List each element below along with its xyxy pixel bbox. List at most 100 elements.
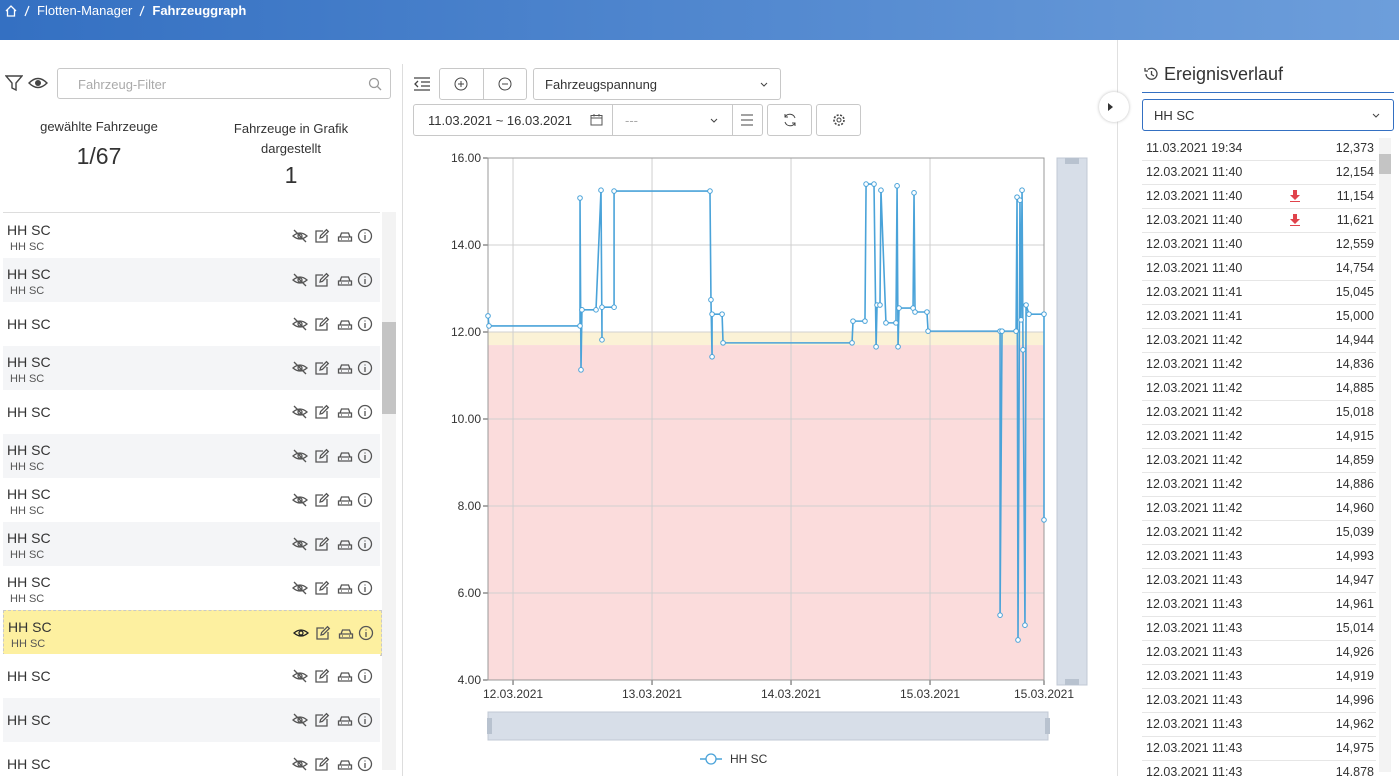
row-icon[interactable]	[357, 448, 373, 464]
vehicle-row[interactable]: HH SC HH SC	[3, 610, 382, 656]
row-icon[interactable]	[292, 272, 308, 288]
row-icon[interactable]	[292, 492, 308, 508]
row-icon[interactable]	[357, 580, 373, 596]
row-icon[interactable]	[292, 316, 308, 332]
row-icon[interactable]	[314, 668, 330, 684]
y-tick-label: 14.00	[451, 238, 481, 252]
vehicle-select[interactable]: HH SC	[1142, 99, 1394, 131]
row-icon[interactable]	[337, 580, 353, 596]
calendar-icon[interactable]	[590, 113, 603, 126]
row-icon[interactable]	[314, 316, 330, 332]
measure-select[interactable]: Fahrzeugspannung	[533, 68, 781, 100]
zoom-out[interactable]	[498, 77, 512, 91]
vehicle-row[interactable]: HH SC HH SC	[3, 434, 380, 479]
row-icon[interactable]	[315, 625, 331, 641]
vehicle-row[interactable]: HH SC HH SC	[3, 522, 380, 567]
row-icon[interactable]	[292, 360, 308, 376]
data-point	[1019, 187, 1025, 193]
row-icon[interactable]	[357, 536, 373, 552]
row-icon[interactable]	[292, 228, 308, 244]
row-icon[interactable]	[337, 668, 353, 684]
row-icon[interactable]	[337, 316, 353, 332]
event-time: 12.03.2021 11:42	[1146, 453, 1243, 467]
panel-toggle[interactable]	[1099, 92, 1129, 122]
row-icon[interactable]	[292, 712, 308, 728]
row-icon[interactable]	[292, 580, 308, 596]
row-icon[interactable]	[292, 448, 308, 464]
data-point	[1022, 622, 1028, 628]
row-icon[interactable]	[357, 316, 373, 332]
eye-icon[interactable]	[28, 74, 48, 92]
row-icon[interactable]	[358, 625, 374, 641]
filter-icon[interactable]	[5, 74, 23, 92]
collapse-icon[interactable]	[413, 76, 431, 92]
event-time: 12.03.2021 11:43	[1146, 597, 1243, 611]
data-point	[924, 309, 930, 315]
row-icon[interactable]	[292, 404, 308, 420]
row-icon[interactable]	[337, 536, 353, 552]
row-icon[interactable]	[292, 668, 308, 684]
row-icon[interactable]	[314, 272, 330, 288]
row-icon[interactable]	[314, 712, 330, 728]
row-icon[interactable]	[337, 712, 353, 728]
row-icon[interactable]	[337, 228, 353, 244]
vehicle-row[interactable]: HH SC HH SC	[3, 478, 380, 523]
row-icon[interactable]	[337, 360, 353, 376]
legend-label[interactable]: HH SC	[730, 752, 768, 766]
date-range[interactable]: 11.03.2021 ~ 16.03.2021	[428, 113, 572, 128]
home-icon[interactable]	[4, 4, 18, 18]
scrollbar[interactable]	[1379, 138, 1391, 772]
data-point	[1017, 197, 1023, 203]
row-icon[interactable]	[314, 228, 330, 244]
search-icon[interactable]	[368, 77, 382, 91]
row-icon[interactable]	[337, 492, 353, 508]
refresh-button[interactable]	[767, 104, 812, 136]
row-icon[interactable]	[292, 536, 308, 552]
vehicle-row[interactable]: HH SC HH SC	[3, 258, 380, 303]
list-icon[interactable]	[740, 114, 754, 126]
row-icon[interactable]	[337, 756, 353, 772]
row-icon[interactable]	[314, 448, 330, 464]
breadcrumb-item[interactable]: Flotten-Manager	[37, 3, 133, 18]
row-icon[interactable]	[314, 492, 330, 508]
zoom-in[interactable]	[454, 77, 468, 91]
vehicle-row[interactable]: HH SC	[3, 698, 380, 743]
row-icon[interactable]	[314, 756, 330, 772]
row-icon[interactable]	[337, 404, 353, 420]
row-icon[interactable]	[314, 360, 330, 376]
vehicle-row[interactable]: HH SC HH SC	[3, 566, 380, 611]
row-icon[interactable]	[357, 404, 373, 420]
row-icon[interactable]	[357, 492, 373, 508]
vehicle-row[interactable]: HH SC HH SC	[3, 214, 380, 259]
row-icon[interactable]	[357, 712, 373, 728]
vehicle-row[interactable]: HH SC	[3, 390, 380, 435]
row-icon[interactable]	[293, 625, 309, 641]
scrollbar[interactable]	[382, 212, 396, 770]
vehicle-select-text: HH SC	[1154, 108, 1195, 123]
event-value: 12,373	[1335, 141, 1374, 155]
scroll-thumb[interactable]	[1379, 154, 1391, 174]
row-icon[interactable]	[314, 404, 330, 420]
option-text[interactable]: ---	[625, 113, 638, 128]
event-time: 12.03.2021 11:40	[1146, 165, 1243, 179]
vehicle-sub: HH SC	[11, 638, 46, 650]
row-icon[interactable]	[357, 668, 373, 684]
vehicle-row[interactable]: HH SC	[3, 302, 380, 347]
row-icon[interactable]	[338, 625, 354, 641]
row-icon[interactable]	[357, 272, 373, 288]
scroll-thumb[interactable]	[382, 322, 396, 414]
vehicle-row[interactable]: HH SC HH SC	[3, 346, 380, 391]
settings-button[interactable]	[816, 104, 861, 136]
row-icon[interactable]	[314, 536, 330, 552]
row-icon[interactable]	[357, 756, 373, 772]
filter-input[interactable]: Fahrzeug-Filter	[57, 68, 391, 99]
row-icon[interactable]	[337, 448, 353, 464]
row-icon[interactable]	[357, 228, 373, 244]
vehicle-row[interactable]: HH SC	[3, 742, 380, 776]
row-icon[interactable]	[337, 272, 353, 288]
row-icon[interactable]	[357, 360, 373, 376]
row-icon[interactable]	[314, 580, 330, 596]
separator-slash	[24, 5, 30, 17]
vehicle-row[interactable]: HH SC	[3, 654, 380, 699]
row-icon[interactable]	[292, 756, 308, 772]
